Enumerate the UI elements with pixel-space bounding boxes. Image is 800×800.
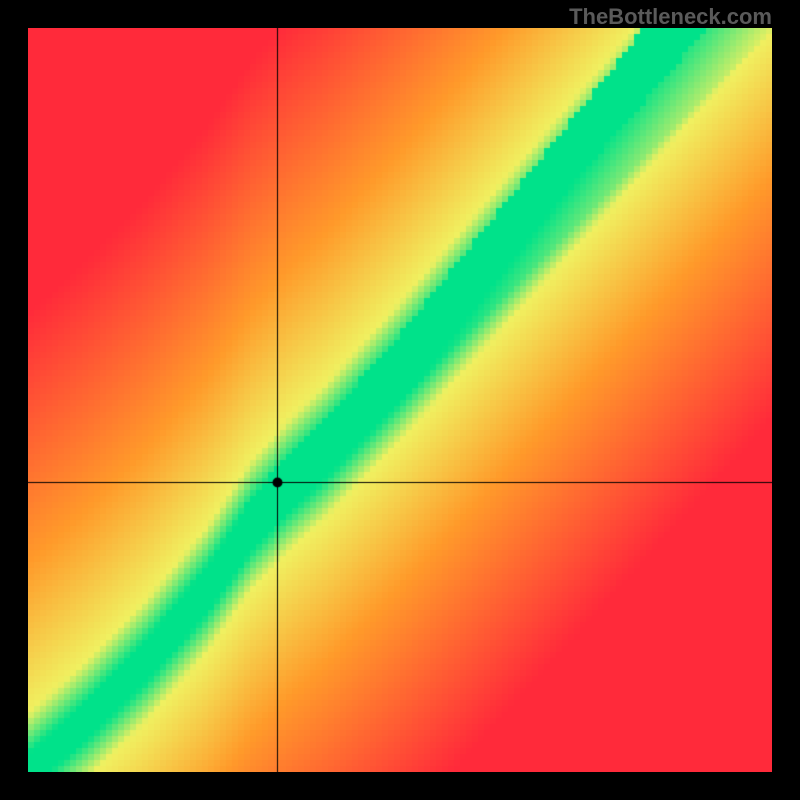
watermark-text: TheBottleneck.com <box>569 4 772 30</box>
crosshair-overlay <box>28 28 772 772</box>
chart-container: TheBottleneck.com <box>0 0 800 800</box>
